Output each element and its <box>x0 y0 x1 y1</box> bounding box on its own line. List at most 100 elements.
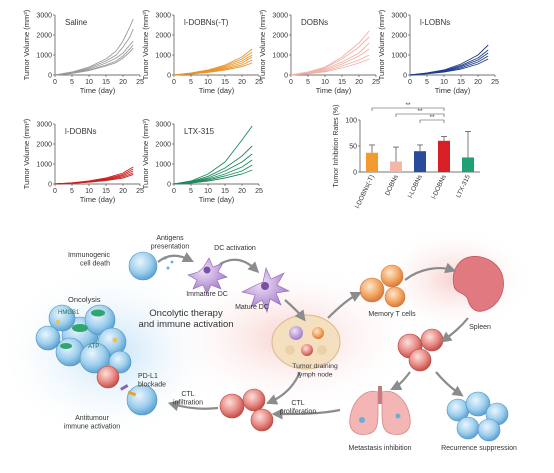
antigen-dot <box>166 266 170 270</box>
label-ctl-infiltration: CTL infiltration <box>173 391 203 407</box>
label-lymph: Tumor draining lymph node <box>292 363 338 378</box>
x-tick-label: 15 <box>221 188 229 195</box>
line-chart-panel: 0 1000 2000 3000 0 5 10 15 20 25 Time (day) Tumor V… <box>377 9 499 95</box>
panel-label: l-LOBNs <box>420 18 450 27</box>
lungs-icon <box>349 386 411 435</box>
significance-label: ** <box>429 114 435 121</box>
series-line <box>290 58 370 76</box>
panel-label: LTX-315 <box>184 127 215 136</box>
series-line <box>54 173 134 185</box>
x-tick-label: 25 <box>136 79 144 86</box>
x-tick-label: 5 <box>306 79 310 86</box>
x-tick-label: 10 <box>204 79 212 86</box>
panel-label: l-DOBNs(-T) <box>184 18 229 27</box>
x-tick-label: 20 <box>119 79 127 86</box>
label-pdl1: PD-L1 blockade <box>138 373 166 389</box>
y-tick-label: 1000 <box>36 162 52 169</box>
series-line <box>54 18 134 76</box>
y-tick-label: 0 <box>284 73 288 80</box>
bar <box>366 152 378 172</box>
x-tick-label: 0 <box>172 188 176 195</box>
bar <box>390 161 402 172</box>
y-tick-label: 3000 <box>36 13 52 20</box>
y-tick-label: 2000 <box>155 33 171 40</box>
bar-category-label: DOBNs <box>384 173 400 197</box>
label-metastasis: Metastasis inhibition <box>348 445 411 452</box>
x-tick-label: 10 <box>85 79 93 86</box>
antigen-dot <box>170 260 174 264</box>
series-line <box>54 28 134 76</box>
oncolytic-peptide <box>60 343 72 349</box>
mechanism-diagram <box>0 225 535 442</box>
x-tick-label: 5 <box>189 188 193 195</box>
y-tick-label: 2000 <box>36 142 52 149</box>
bar-category-label: l-LOBNs <box>407 173 424 199</box>
dying-tumor-cell <box>126 384 158 416</box>
oncolytic-peptide <box>91 309 105 317</box>
ctl-pair-bottom <box>219 388 274 432</box>
bar-category-label: LTX-315 <box>455 174 472 199</box>
y-tick-label: 1000 <box>391 53 407 60</box>
significance-bracket <box>395 113 445 117</box>
x-tick-label: 5 <box>425 79 429 86</box>
label-ctl-proliferation: CTL proliferation <box>280 400 317 416</box>
inhibition-bar-chart: 0 50 100 Tumor Inhibition Rates (%) l-DOBNs(… <box>333 102 480 210</box>
bar <box>414 151 426 172</box>
dying-cell <box>128 251 158 281</box>
label-antitumour: Antitumour immune activation <box>64 415 121 431</box>
label-mature-dc: Mature DC <box>235 304 269 311</box>
series-line <box>54 47 134 76</box>
x-tick-label: 0 <box>53 79 57 86</box>
x-tick-label: 15 <box>338 79 346 86</box>
x-tick-label: 15 <box>102 188 110 195</box>
y-axis-label: Tumor Volume (mm³) <box>22 118 31 189</box>
memory-t-cells <box>359 264 406 308</box>
y-axis-label: Tumor Volume (mm³) <box>141 118 150 189</box>
y-tick-label: 2000 <box>391 33 407 40</box>
panel-label: DOBNs <box>301 18 328 27</box>
series-line <box>173 153 253 185</box>
bar-category-label: l-DOBNs <box>431 173 448 200</box>
arrows <box>157 252 469 420</box>
x-axis-label: Time (day) <box>316 86 352 95</box>
x-tick-label: 10 <box>85 188 93 195</box>
line-chart-panel: 0 1000 2000 3000 0 5 10 15 20 25 Time (day) Tumor V… <box>258 9 380 95</box>
oncolytic-peptide <box>72 324 88 332</box>
x-tick-label: 25 <box>491 79 499 86</box>
x-tick-label: 10 <box>440 79 448 86</box>
x-axis-label: Time (day) <box>80 86 116 95</box>
series-line <box>54 40 134 76</box>
y-tick-label: 0 <box>167 182 171 189</box>
x-tick-label: 20 <box>355 79 363 86</box>
line-chart-panel: 0 1000 2000 3000 0 5 10 15 20 25 Time (day) Tumor V… <box>141 9 263 95</box>
y-tick-label: 3000 <box>36 122 52 129</box>
series-line <box>173 59 253 76</box>
x-tick-label: 25 <box>136 188 144 195</box>
spleen-icon <box>452 256 504 312</box>
label-center: Oncolytic therapy and immune activation <box>138 308 233 330</box>
significance-label: ** <box>417 108 423 115</box>
bar-y-tick-label: 0 <box>353 170 357 177</box>
recurrence-cells <box>446 391 509 442</box>
antibody-icon <box>127 390 137 397</box>
x-tick-label: 25 <box>255 188 263 195</box>
label-recurrence: Recurrence suppression <box>441 445 517 452</box>
y-axis-label: Tumor Volume (mm³) <box>141 9 150 80</box>
bar-y-tick-label: 100 <box>345 118 357 125</box>
series-line <box>173 62 253 76</box>
y-axis-label: Tumor Volume (mm³) <box>22 9 31 80</box>
panel-label: l-DOBNs <box>65 127 97 136</box>
significance-bracket <box>419 119 445 123</box>
immature-dc-icon <box>187 257 228 295</box>
series-line <box>409 58 489 76</box>
y-tick-label: 0 <box>48 182 52 189</box>
x-tick-label: 20 <box>238 188 246 195</box>
x-tick-label: 0 <box>289 79 293 86</box>
label-dc-activation: DC activation <box>214 245 256 252</box>
bar-y-tick-label: 50 <box>349 144 357 151</box>
line-chart-panel: 0 1000 2000 3000 0 5 10 15 20 25 Time (day) Tumor V… <box>22 118 144 204</box>
y-tick-label: 3000 <box>272 13 288 20</box>
panel-label: Saline <box>65 18 88 27</box>
bar-y-axis-label: Tumor Inhibition Rates (%) <box>333 105 340 188</box>
